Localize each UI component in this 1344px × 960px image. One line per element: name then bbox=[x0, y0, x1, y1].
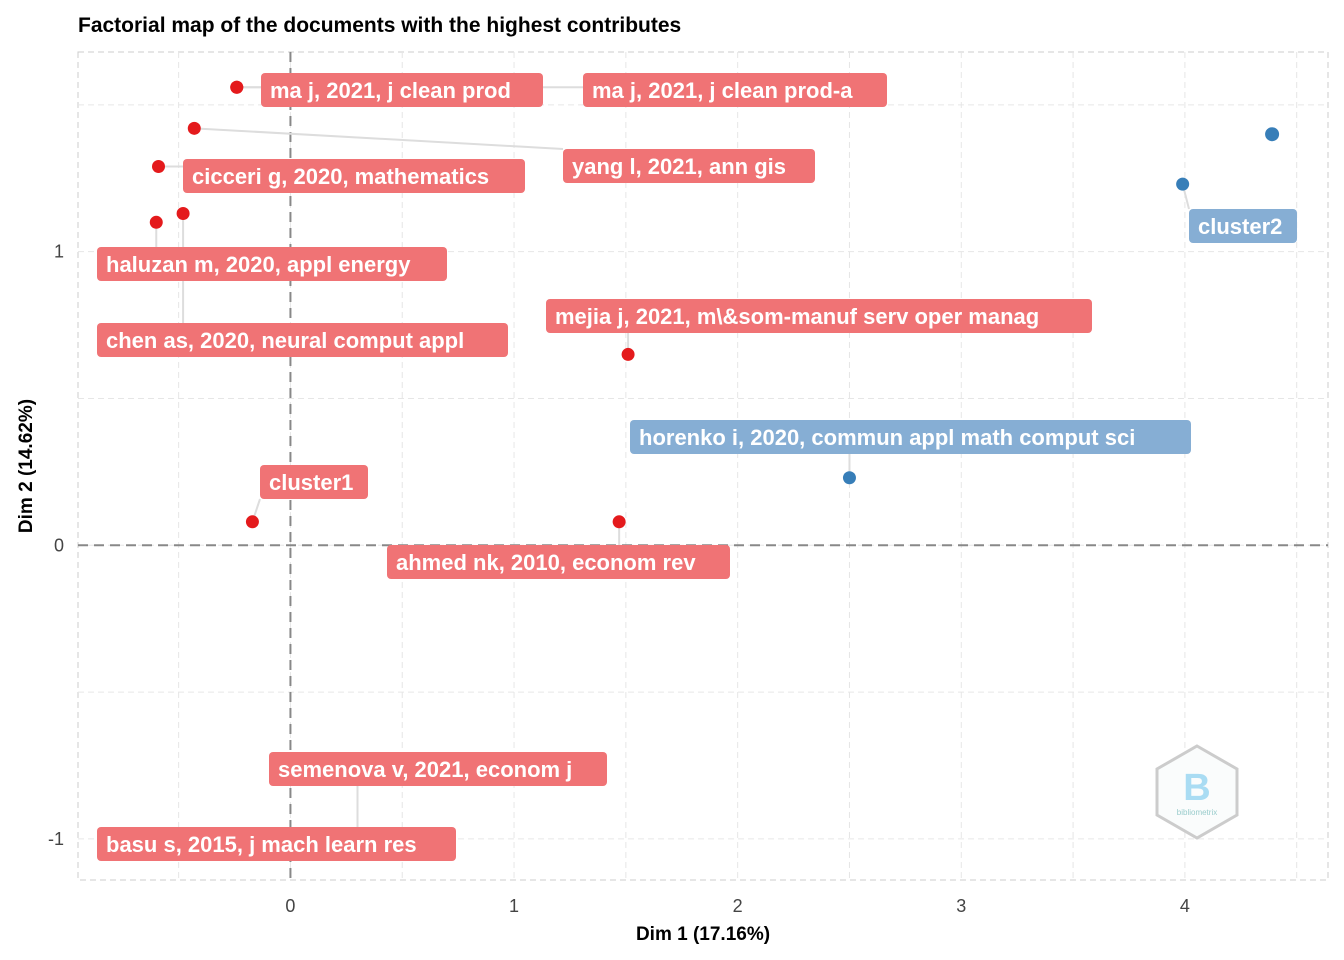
plot-border bbox=[77, 51, 1329, 881]
point-label: cluster1 bbox=[260, 465, 368, 499]
label-text: yang l, 2021, ann gis bbox=[572, 154, 786, 179]
leader-line bbox=[194, 127, 564, 150]
data-point bbox=[149, 215, 163, 229]
point-label: mejia j, 2021, m\&som-manuf serv oper ma… bbox=[546, 299, 1092, 333]
data-point bbox=[842, 471, 856, 485]
data-point bbox=[230, 80, 244, 94]
label-box bbox=[269, 752, 607, 786]
point-label: basu s, 2015, j mach learn res bbox=[97, 827, 456, 861]
x-axis-label: Dim 1 (17.16%) bbox=[636, 924, 770, 945]
label-box bbox=[261, 73, 543, 107]
label-text: cluster2 bbox=[1198, 214, 1282, 239]
data-point bbox=[612, 515, 626, 529]
data-point bbox=[1265, 127, 1280, 142]
label-box bbox=[97, 323, 508, 357]
point-label: cicceri g, 2020, mathematics bbox=[183, 159, 525, 193]
data-point bbox=[1176, 177, 1190, 191]
label-box bbox=[183, 159, 525, 193]
svg-text:bibliometrix: bibliometrix bbox=[1177, 808, 1217, 817]
label-text: chen as, 2020, neural comput appl bbox=[106, 328, 464, 353]
label-box bbox=[630, 420, 1191, 454]
label-text: ma j, 2021, j clean prod bbox=[270, 78, 511, 103]
data-point bbox=[176, 206, 190, 220]
label-text: ahmed nk, 2010, econom rev bbox=[396, 550, 696, 575]
y-tick-label: 0 bbox=[54, 535, 64, 555]
data-point bbox=[187, 121, 201, 135]
label-text: semenova v, 2021, econom j bbox=[278, 757, 572, 782]
label-text: cluster1 bbox=[269, 470, 353, 495]
point-label: horenko i, 2020, commun appl math comput… bbox=[630, 420, 1191, 454]
x-tick-label: 2 bbox=[733, 896, 743, 916]
point-label: haluzan m, 2020, appl energy bbox=[97, 247, 447, 281]
x-tick-label: 4 bbox=[1180, 896, 1190, 916]
label-box bbox=[563, 149, 815, 183]
svg-text:B: B bbox=[1183, 767, 1210, 809]
label-box bbox=[260, 465, 368, 499]
point-label: ma j, 2021, j clean prod bbox=[261, 73, 543, 107]
x-tick-label: 0 bbox=[285, 896, 295, 916]
y-tick-label: 1 bbox=[54, 242, 64, 262]
point-label: cluster2 bbox=[1189, 209, 1297, 243]
label-box bbox=[97, 827, 456, 861]
label-text: mejia j, 2021, m\&som-manuf serv oper ma… bbox=[555, 304, 1039, 329]
label-text: haluzan m, 2020, appl energy bbox=[106, 252, 411, 277]
label-box bbox=[546, 299, 1092, 333]
point-label: chen as, 2020, neural comput appl bbox=[97, 323, 508, 357]
x-tick-label: 3 bbox=[956, 896, 966, 916]
point-label: ma j, 2021, j clean prod-a bbox=[583, 73, 887, 107]
chart-title: Factorial map of the documents with the … bbox=[78, 14, 681, 37]
point-label: ahmed nk, 2010, econom rev bbox=[387, 545, 730, 579]
biblioshiny-logo: B bibliometrix bbox=[1155, 744, 1239, 840]
y-axis-label: Dim 2 (14.62%) bbox=[16, 399, 37, 533]
point-label: yang l, 2021, ann gis bbox=[563, 149, 815, 183]
label-text: horenko i, 2020, commun appl math comput… bbox=[639, 425, 1135, 450]
data-point bbox=[621, 347, 635, 361]
label-box bbox=[387, 545, 730, 579]
x-tick-label: 1 bbox=[509, 896, 519, 916]
y-tick-label: -1 bbox=[48, 829, 64, 849]
label-text: basu s, 2015, j mach learn res bbox=[106, 832, 417, 857]
label-text: cicceri g, 2020, mathematics bbox=[192, 164, 489, 189]
label-box bbox=[583, 73, 887, 107]
label-box bbox=[97, 247, 447, 281]
label-text: ma j, 2021, j clean prod-a bbox=[592, 78, 853, 103]
data-point bbox=[152, 160, 166, 174]
point-label: semenova v, 2021, econom j bbox=[269, 752, 607, 786]
data-point bbox=[245, 515, 259, 529]
label-box bbox=[1189, 209, 1297, 243]
